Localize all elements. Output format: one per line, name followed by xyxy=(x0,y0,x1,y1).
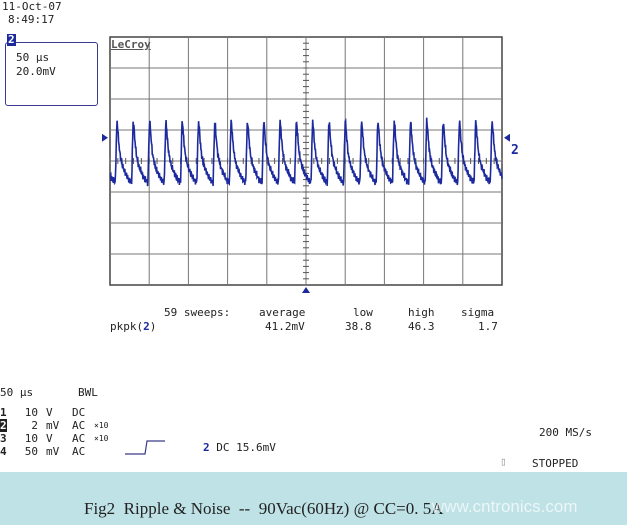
col-low: low xyxy=(353,306,373,319)
bwl-label: BWL xyxy=(78,386,98,399)
pkpk-channel: 2 xyxy=(143,320,150,333)
channel-descriptor-box[interactable]: 50 µs 20.0mV xyxy=(5,42,98,106)
trigger-channel: 2 xyxy=(203,441,210,454)
channel-unit: mV xyxy=(46,445,60,458)
channel-num: 4 xyxy=(0,445,7,458)
channel-2-trace xyxy=(109,117,503,187)
pkpk-text: pkpk( xyxy=(110,320,144,333)
figure-caption: Fig2 Ripple & Noise -- 90Vac(60Hz) @ CC=… xyxy=(84,499,444,518)
channel-coupling: AC xyxy=(72,432,86,445)
date: 11-Oct-07 xyxy=(2,0,62,13)
channel-scale: 10 xyxy=(24,432,38,445)
col-average: average xyxy=(259,306,306,319)
trigger-info: DC 15.6mV xyxy=(216,441,276,454)
val-sigma: 1.7 xyxy=(478,320,498,333)
channel-coupling: AC xyxy=(72,445,86,458)
lecroy-logo: LeCroy xyxy=(111,38,151,51)
channel-coupling: AC xyxy=(72,419,86,432)
col-sigma: sigma xyxy=(461,306,495,319)
channel-scale: 2 xyxy=(31,419,38,432)
status-indicator-icon: ▯ xyxy=(500,455,507,468)
val-low: 38.8 xyxy=(345,320,372,333)
channel-unit: mV xyxy=(46,419,60,432)
val-average: 41.2mV xyxy=(265,320,305,333)
channel-unit: V xyxy=(46,406,53,419)
channel-num: 2 xyxy=(0,419,7,432)
channel-unit: V xyxy=(46,432,53,445)
channel-volts-div: 20.0mV xyxy=(16,65,56,78)
channel-badge: 2 xyxy=(7,33,16,46)
acquisition-status[interactable]: STOPPED xyxy=(532,457,579,470)
channel-num: 3 xyxy=(0,432,7,445)
trigger-level-marker-icon xyxy=(102,133,108,142)
pkpk-label: pkpk(2) xyxy=(110,320,157,333)
timebase-setting: 50 µs xyxy=(0,386,34,399)
channel-scale: 10 xyxy=(24,406,38,419)
trigger-position-marker-icon xyxy=(302,287,310,293)
watermark: www.cntronics.com xyxy=(432,497,578,516)
sample-rate: 200 MS/s xyxy=(539,426,592,439)
trigger-edge-icon xyxy=(125,440,165,455)
channel-2-label: 2 xyxy=(511,143,519,158)
channel-probe: ×10 xyxy=(94,421,109,430)
channel-timebase: 50 µs xyxy=(16,51,50,64)
sweeps-label: 59 sweeps: xyxy=(164,306,231,319)
time: 8:49:17 xyxy=(8,13,55,26)
figure-caption-band: Fig2 Ripple & Noise -- 90Vac(60Hz) @ CC=… xyxy=(0,472,627,525)
channel-probe: ×10 xyxy=(94,434,109,443)
channel-num: 1 xyxy=(0,406,7,419)
val-high: 46.3 xyxy=(408,320,435,333)
col-high: high xyxy=(408,306,435,319)
channel-scale: 50 xyxy=(24,445,38,458)
channel-coupling: DC xyxy=(72,406,86,419)
scope-display: 2 xyxy=(102,36,519,293)
channel-offset-marker-icon xyxy=(504,133,510,142)
